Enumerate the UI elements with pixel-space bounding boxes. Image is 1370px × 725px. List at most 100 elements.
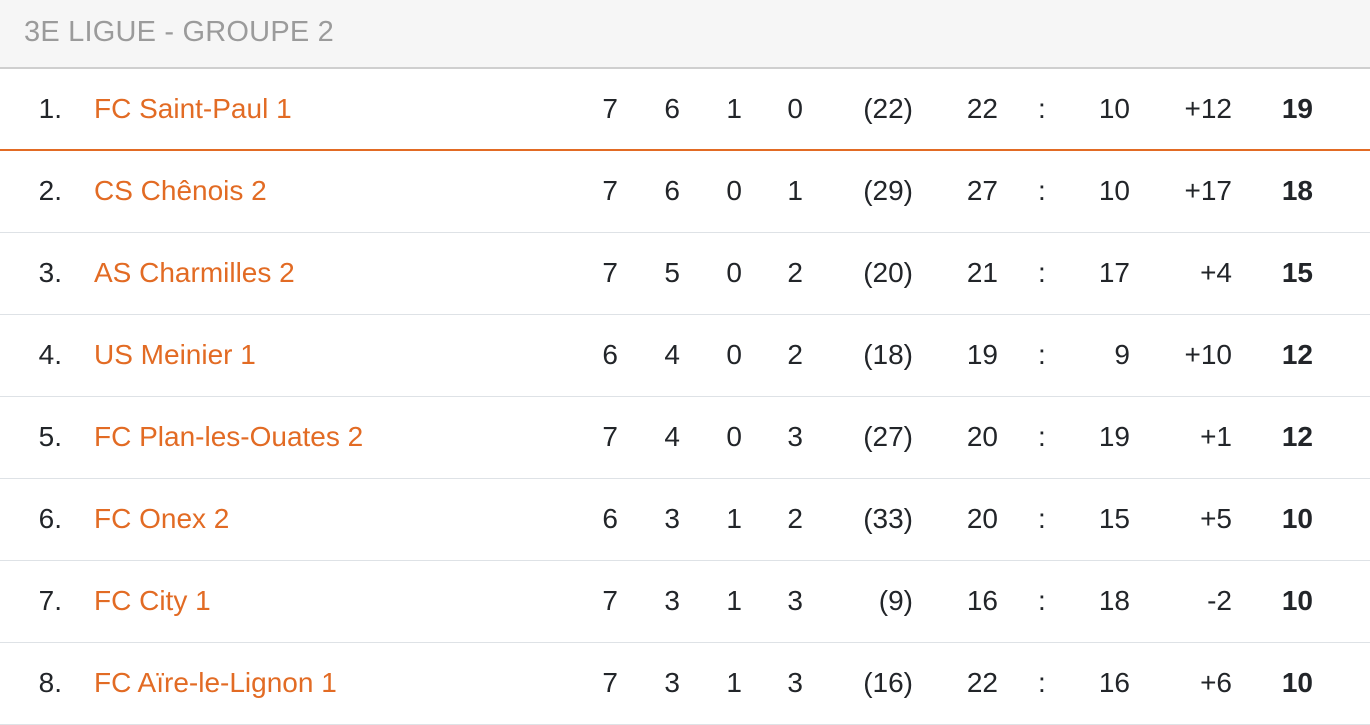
played: 7 (602, 421, 618, 452)
goals-against: 15 (1098, 503, 1130, 534)
rank: 8. (38, 667, 62, 698)
lost: 2 (787, 503, 803, 534)
goals-against: 18 (1098, 585, 1130, 616)
score-separator: : (1038, 257, 1046, 288)
table-row: 4. US Meinier 1 6 4 0 2 (18) 19: 9 +10 12 (0, 315, 1370, 397)
team-link[interactable]: CS Chênois 2 (94, 175, 267, 206)
drawn: 1 (726, 503, 742, 534)
goal-difference: -2 (1207, 585, 1232, 616)
score-separator: : (1038, 585, 1046, 616)
lost: 0 (787, 93, 803, 124)
team-link[interactable]: FC Saint-Paul 1 (94, 93, 292, 124)
goals-for: 19 (966, 339, 998, 370)
goals-for: 22 (966, 667, 998, 698)
won: 3 (664, 667, 680, 698)
played: 6 (602, 503, 618, 534)
won: 6 (664, 93, 680, 124)
points: 12 (1281, 421, 1313, 452)
table-row: 2. CS Chênois 2 7 6 0 1 (29) 27: 10 +17 18 (0, 151, 1370, 233)
rank: 1. (38, 93, 62, 124)
score-separator: : (1038, 503, 1046, 534)
table-row: 1. FC Saint-Paul 1 7 6 1 0 (22) 22:10 +12 19 (0, 69, 1370, 151)
team-link[interactable]: US Meinier 1 (94, 339, 256, 370)
team-link[interactable]: FC City 1 (94, 585, 211, 616)
extra-value: (22) (863, 93, 913, 124)
goals-against: 10 (1098, 93, 1130, 124)
won: 4 (664, 421, 680, 452)
league-header: 3E LIGUE - GROUPE 2 (0, 0, 1370, 69)
team-link[interactable]: FC Plan-les-Ouates 2 (94, 421, 364, 452)
table-row: 3. AS Charmilles 2 7 5 0 2 (20) 21: 17 +4 15 (0, 233, 1370, 315)
played: 7 (602, 667, 618, 698)
extra-value: (16) (863, 667, 913, 698)
extra-value: (18) (863, 339, 913, 370)
goals-for: 21 (966, 257, 998, 288)
lost: 3 (787, 585, 803, 616)
goal-difference: +5 (1200, 503, 1232, 534)
score-separator: : (1038, 175, 1046, 206)
goals-against: 10 (1098, 175, 1130, 206)
played: 7 (602, 175, 618, 206)
goals-for: 22 (966, 93, 998, 124)
goals-for: 20 (966, 421, 998, 452)
played: 7 (602, 257, 618, 288)
goals-against: 9 (1114, 339, 1130, 370)
score-separator: : (1038, 339, 1046, 370)
rank: 2. (38, 175, 62, 206)
goals-against: 17 (1098, 257, 1130, 288)
table-row: 6. FC Onex 2 6 3 1 2 (33) 20: 15 +5 10 (0, 479, 1370, 561)
rank: 4. (38, 339, 62, 370)
drawn: 1 (726, 667, 742, 698)
extra-value: (20) (863, 257, 913, 288)
drawn: 1 (726, 93, 742, 124)
score-separator: : (1038, 667, 1046, 698)
lost: 3 (787, 667, 803, 698)
points: 15 (1281, 257, 1313, 288)
extra-value: (29) (863, 175, 913, 206)
played: 7 (602, 585, 618, 616)
points: 19 (1281, 93, 1313, 124)
goal-difference: +4 (1200, 257, 1232, 288)
played: 7 (602, 93, 618, 124)
won: 5 (664, 257, 680, 288)
points: 10 (1281, 667, 1313, 698)
goal-difference: +12 (1184, 93, 1233, 124)
drawn: 0 (726, 421, 742, 452)
won: 3 (664, 503, 680, 534)
rank: 5. (38, 421, 62, 452)
drawn: 0 (726, 175, 742, 206)
won: 4 (664, 339, 680, 370)
rank: 3. (38, 257, 62, 288)
goal-difference: +10 (1184, 339, 1233, 370)
table-row: 8. FC Aïre-le-Lignon 1 7 3 1 3 (16) 22: 16 +6 10 (0, 643, 1370, 725)
goals-against: 16 (1098, 667, 1130, 698)
goal-difference: +1 (1200, 421, 1232, 452)
extra-value: (9) (878, 585, 913, 616)
lost: 2 (787, 339, 803, 370)
won: 6 (664, 175, 680, 206)
extra-value: (33) (863, 503, 913, 534)
lost: 3 (787, 421, 803, 452)
table-row: 5. FC Plan-les-Ouates 2 7 4 0 3 (27) 20: 19 +1 12 (0, 397, 1370, 479)
drawn: 0 (726, 339, 742, 370)
score-separator: : (1038, 421, 1046, 452)
goals-for: 20 (966, 503, 998, 534)
played: 6 (602, 339, 618, 370)
points: 12 (1281, 339, 1313, 370)
league-title: 3E LIGUE - GROUPE 2 (24, 16, 334, 48)
goal-difference: +17 (1184, 175, 1233, 206)
extra-value: (27) (863, 421, 913, 452)
standings-table: 1. FC Saint-Paul 1 7 6 1 0 (22) 22:10 +12 19 2. CS … (0, 69, 1370, 725)
team-link[interactable]: FC Onex 2 (94, 503, 230, 534)
team-link[interactable]: AS Charmilles 2 (94, 257, 295, 288)
team-link[interactable]: FC Aïre-le-Lignon 1 (94, 667, 337, 698)
lost: 2 (787, 257, 803, 288)
rank: 6. (38, 503, 62, 534)
points: 10 (1281, 585, 1313, 616)
rank: 7. (38, 585, 62, 616)
drawn: 1 (726, 585, 742, 616)
goal-difference: +6 (1200, 667, 1232, 698)
table-row: 7. FC City 1 7 3 1 3 (9) 16: 18 -2 10 (0, 561, 1370, 643)
drawn: 0 (726, 257, 742, 288)
lost: 1 (787, 175, 803, 206)
